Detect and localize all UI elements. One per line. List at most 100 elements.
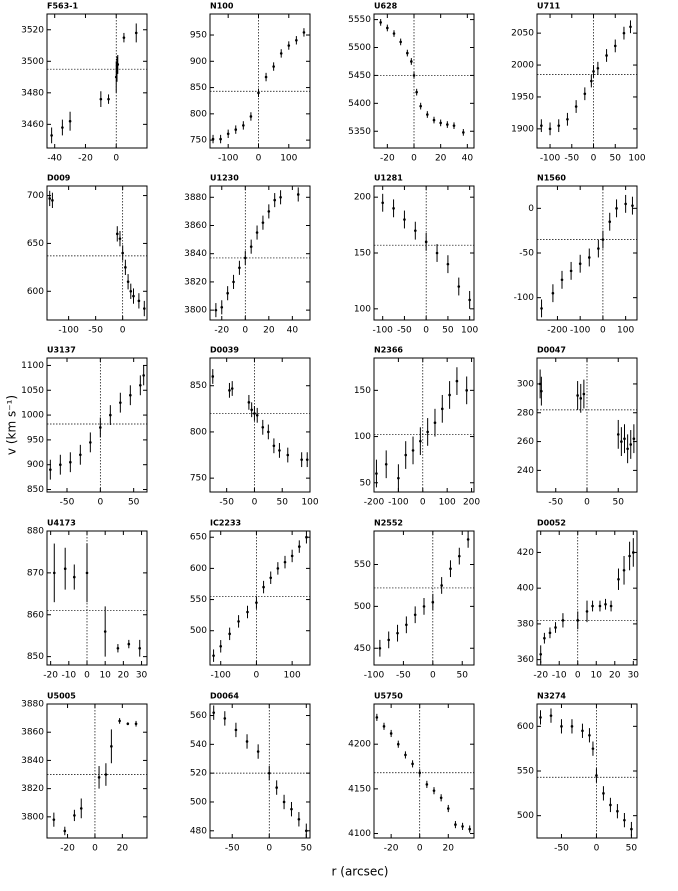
y-tick-label: 500 <box>190 797 207 807</box>
data-point <box>269 576 273 580</box>
x-tick-label: -20 <box>533 671 548 681</box>
data-point <box>63 829 67 833</box>
y-tick-label: 150 <box>354 249 371 259</box>
data-point <box>278 449 281 452</box>
x-tick-label: -50 <box>225 844 240 854</box>
data-point <box>424 240 428 244</box>
x-tick-label: 0 <box>256 154 262 164</box>
panel-title: D0039 <box>210 346 239 355</box>
data-point <box>392 32 396 35</box>
data-point <box>273 198 277 202</box>
y-tick-label: 4200 <box>348 740 371 750</box>
data-point <box>272 65 275 68</box>
y-tick-label: 1050 <box>21 386 44 396</box>
data-point <box>51 199 54 202</box>
y-tick-label: 950 <box>27 435 44 445</box>
y-tick-label: 860 <box>27 610 44 620</box>
y-tick-label: 1900 <box>511 124 534 134</box>
data-point <box>548 127 552 131</box>
data-point <box>404 453 408 457</box>
data-point <box>414 229 417 232</box>
data-point <box>615 207 618 210</box>
y-tick-label: -100 <box>514 293 535 303</box>
data-point <box>234 728 238 732</box>
x-tick-label: -100 <box>388 498 409 508</box>
y-tick-label: 950 <box>190 31 207 41</box>
y-tick-label: 3800 <box>184 306 207 316</box>
y-tick-label: 800 <box>190 109 207 119</box>
y-tick-label: 1000 <box>21 411 44 421</box>
y-tick-label: 480 <box>190 826 207 836</box>
data-point <box>238 266 241 270</box>
data-point <box>629 25 632 29</box>
y-tick-label: 600 <box>517 722 534 732</box>
data-point <box>431 600 435 604</box>
x-tick-label: 0 <box>420 498 426 508</box>
data-point <box>574 105 578 108</box>
x-tick-label: 100 <box>439 498 456 508</box>
data-point <box>422 605 426 608</box>
y-tick-label: 540 <box>190 740 207 750</box>
data-point <box>446 123 449 126</box>
data-point <box>396 631 399 635</box>
x-tick-label: -20 <box>78 154 93 164</box>
data-point <box>79 807 83 810</box>
data-point <box>576 394 579 397</box>
x-tick-label: 0 <box>423 326 429 336</box>
data-point <box>52 571 56 575</box>
data-point <box>439 796 443 800</box>
panel-title: U1230 <box>210 174 239 183</box>
y-tick-label: 600 <box>27 287 44 297</box>
panel-title: N2552 <box>374 519 403 528</box>
data-point <box>122 36 126 39</box>
y-tick-label: 3880 <box>21 700 44 710</box>
data-point <box>276 567 280 570</box>
data-point <box>592 70 595 73</box>
data-point <box>587 256 591 259</box>
data-point <box>582 392 586 396</box>
data-point <box>629 443 633 446</box>
data-point <box>466 538 470 541</box>
data-point <box>617 577 620 581</box>
data-point <box>126 280 130 284</box>
data-point <box>397 476 400 480</box>
data-point <box>104 773 108 776</box>
plot-frame <box>209 13 311 149</box>
data-point <box>624 202 627 206</box>
x-tick-label: 0 <box>252 498 258 508</box>
data-point <box>287 44 291 47</box>
y-tick-label: 300 <box>517 379 534 389</box>
data-point <box>228 389 231 392</box>
y-tick-label: 3480 <box>21 88 44 98</box>
y-tick-label: 240 <box>517 466 534 476</box>
data-point <box>382 725 386 728</box>
data-point <box>440 584 443 587</box>
x-tick-label: 20 <box>443 844 455 854</box>
data-point <box>103 630 107 633</box>
data-point <box>543 636 546 640</box>
data-point <box>623 818 626 822</box>
data-point <box>115 232 119 236</box>
data-point <box>52 818 56 821</box>
data-point <box>540 124 543 127</box>
data-point <box>448 393 451 397</box>
y-tick-label: 3460 <box>21 120 44 130</box>
data-point <box>211 375 215 378</box>
plot-frame <box>209 185 311 321</box>
x-tick-label: 0 <box>417 844 423 854</box>
plot-frame <box>46 13 148 149</box>
data-point <box>455 379 459 383</box>
data-point <box>226 132 230 136</box>
x-tick-label: 30 <box>136 671 148 681</box>
data-point <box>378 646 382 650</box>
y-tick-label: -50 <box>519 249 534 259</box>
data-point <box>387 638 391 642</box>
y-tick-label: 3840 <box>184 249 207 259</box>
data-point <box>48 197 52 200</box>
y-tick-label: 380 <box>517 619 534 629</box>
x-tick-label: 0 <box>584 498 590 508</box>
y-tick-label: 5500 <box>348 43 371 53</box>
data-point <box>405 623 408 627</box>
data-point <box>432 789 436 792</box>
data-point <box>375 716 379 719</box>
